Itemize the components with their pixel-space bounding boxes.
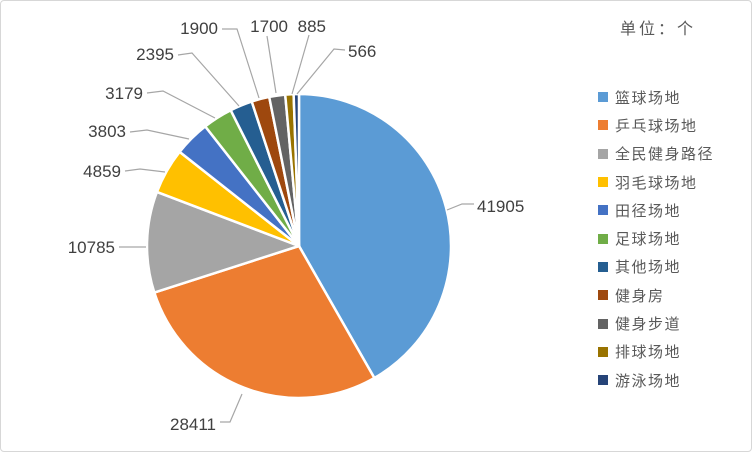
data-label-8: 1900 [180, 19, 218, 38]
legend-item-1: 篮球场地 [598, 83, 714, 111]
data-label-5: 3803 [88, 122, 126, 141]
leader-line-10 [291, 34, 310, 95]
data-label-11: 566 [348, 42, 376, 61]
pie-slice-2 [153, 244, 376, 400]
legend-item-5: 田径场地 [598, 196, 714, 224]
pie-slice-11 [292, 92, 301, 248]
legend-label: 排球场地 [615, 344, 682, 362]
legend-label: 其他场地 [615, 259, 682, 277]
data-label-3: 10785 [68, 238, 115, 257]
legend-item-3: 全民健身路径 [598, 140, 714, 168]
data-label-1: 41905 [477, 197, 524, 216]
legend-label: 游泳场地 [615, 372, 682, 390]
pie-slice-1 [297, 92, 453, 380]
legend-swatch-icon [598, 318, 608, 329]
legend-label: 篮球场地 [615, 89, 682, 107]
leader-line-2 [220, 393, 243, 423]
data-label-7: 2395 [136, 45, 174, 64]
legend-swatch-icon [598, 120, 608, 131]
legend-swatch-icon [598, 148, 608, 159]
legend-item-8: 健身房 [598, 281, 714, 309]
data-label-9: 1700 [250, 17, 288, 36]
legend-item-11: 游泳场地 [598, 366, 714, 394]
legend-swatch-icon [598, 261, 608, 272]
leader-line-11 [296, 48, 346, 95]
data-label-2: 28411 [170, 415, 216, 434]
legend-swatch-icon [598, 92, 608, 103]
legend-label: 田径场地 [615, 202, 682, 220]
unit-label: 单位：个 [620, 21, 697, 38]
leader-line-9 [266, 35, 277, 94]
legend-swatch-icon [598, 177, 608, 188]
legend-label: 全民健身路径 [615, 146, 715, 164]
legend-item-7: 其他场地 [598, 253, 714, 281]
legend-item-9: 健身步道 [598, 309, 714, 337]
legend-swatch-icon [598, 346, 608, 357]
data-label-4: 4859 [83, 162, 121, 181]
leader-line-6 [146, 90, 216, 119]
leader-line-7 [177, 52, 240, 107]
legend: 篮球场地乒乓球场地全民健身路径 羽毛球场地田径场地足球场地其他场地健身房健身步道排… [598, 83, 714, 394]
legend-label: 乒乓球场地 [615, 117, 698, 135]
legend-swatch-icon [598, 205, 608, 216]
legend-label: 羽毛球场地 [615, 174, 698, 192]
leader-line-4 [124, 168, 166, 173]
leader-line-1 [446, 203, 474, 211]
legend-item-2: 乒乓球场地 [598, 111, 714, 139]
legend-item-10: 排球场地 [598, 338, 714, 366]
leader-line-8 [222, 28, 260, 99]
data-label-10: 885 [298, 17, 326, 36]
legend-swatch-icon [598, 233, 608, 244]
legend-item-6: 足球场地 [598, 224, 714, 252]
legend-label: 足球场地 [615, 231, 682, 249]
legend-item-4: 羽毛球场地 [598, 168, 714, 196]
data-label-6: 3179 [105, 84, 143, 103]
legend-swatch-icon [598, 375, 608, 386]
legend-label: 健身步道 [615, 316, 682, 334]
leader-line-5 [129, 129, 190, 140]
legend-swatch-icon [598, 290, 608, 301]
legend-label: 健身房 [615, 287, 665, 305]
pie-slice-3 [145, 190, 301, 294]
